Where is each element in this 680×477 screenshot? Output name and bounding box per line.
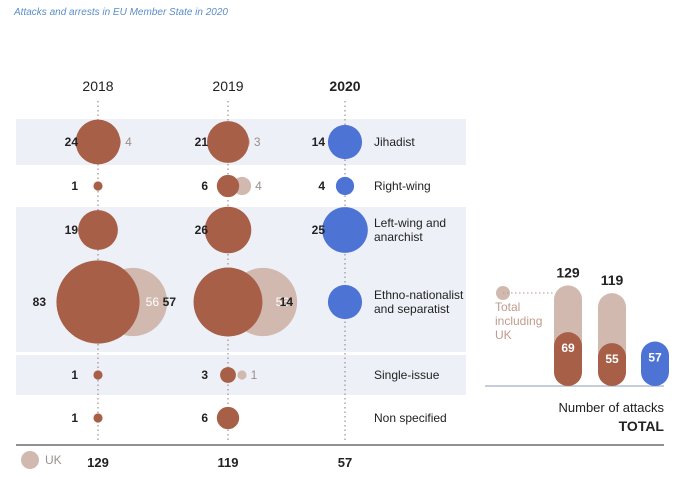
bubble-2019-left-wing-and-anarchist [204,206,252,254]
value-2019-single-issue: 3 [201,368,208,382]
uk-value-2019-right-wing: 4 [255,179,262,193]
value-2018-non-specified: 1 [71,411,78,425]
side-bar-including-uk-value-2018: 129 [556,264,580,280]
bubble-2019-ethno-nationalist-and-separatist [193,267,263,337]
uk-value-2018-ethno-nationalist-and-separatist: 56 [146,295,160,309]
bubble-2019-jihadist [207,121,249,163]
total-2020: 57 [338,455,352,470]
bubble-2020-ethno-nationalist-and-separatist [327,284,363,320]
category-label-left-wing-and-anarchist: Left-wing and anarchist [374,216,446,244]
uk-value-2019-jihadist: 3 [254,135,261,149]
side-bar-total-value-2019: 55 [605,352,619,366]
bubble-2018-jihadist [75,119,121,165]
category-label-ethno-nationalist-and-separatist: Ethno-nationalist and separatist [374,288,464,316]
value-2019-right-wing: 6 [201,179,208,193]
uk-value-2018-jihadist: 4 [125,135,132,149]
chart-subtitle: Attacks and arrests in EU Member State i… [14,7,228,18]
bubble-2019-non-specified [216,406,240,430]
value-2018-left-wing-and-anarchist: 19 [65,223,79,237]
bubble-2019-single-issue [220,367,236,383]
value-2019-left-wing-and-anarchist: 26 [195,223,209,237]
uk-value-2019-single-issue: 1 [251,368,258,382]
year-header-2019: 2019 [212,78,243,94]
value-2018-single-issue: 1 [71,368,78,382]
bubble-2018-single-issue [93,370,103,380]
side-bar-including-uk-value-2019: 119 [601,272,624,288]
value-2020-left-wing-and-anarchist: 25 [312,223,326,237]
side-bar-total-2019 [598,343,626,386]
bubble-2019-right-wing [216,174,240,198]
uk-value-2019-ethno-nationalist-and-separatist: 56 [276,295,290,309]
value-2018-ethno-nationalist-and-separatist: 83 [33,295,47,309]
side-chart-title: Number of attacks [559,400,665,415]
value-2020-ethno-nationalist-and-separatist: 14 [280,295,294,309]
bubble-2018-left-wing-and-anarchist [78,210,118,250]
value-2019-ethno-nationalist-and-separatist: 57 [163,295,177,309]
side-bar-total-value-2018: 69 [561,341,575,355]
category-label-jihadist: Jihadist [374,135,415,149]
side-bar-total-2020 [641,341,669,386]
year-header-2020: 2020 [329,78,360,94]
uk-legend-label: UK [45,453,62,467]
value-2018-right-wing: 1 [71,179,78,193]
value-2020-right-wing: 4 [318,179,325,193]
side-bar-total-value-2020: 57 [648,351,662,365]
side-bar-total-2018 [554,332,582,386]
category-label-right-wing: Right-wing [374,179,431,193]
bubble-2020-jihadist [327,124,363,160]
bubble-2018-non-specified [93,413,103,423]
category-label-non-specified: Non specified [374,411,447,425]
bubble-2020-left-wing-and-anarchist [322,207,368,253]
bubble-2018-ethno-nationalist-and-separatist [56,260,140,344]
bubble-2018-right-wing [93,181,103,191]
uk-legend-swatch [21,451,39,469]
year-header-2018: 2018 [82,78,113,94]
uk-bubble-2019-single-issue [237,370,247,380]
value-2019-jihadist: 21 [195,135,209,149]
value-2018-jihadist: 24 [65,135,79,149]
value-2019-non-specified: 6 [201,411,208,425]
side-chart-title-bold: TOTAL [619,418,665,434]
total-2018: 129 [87,455,109,470]
category-label-single-issue: Single-issue [374,368,440,382]
total-2019: 119 [218,455,239,470]
bubble-2020-right-wing [335,176,355,196]
side-chart-note: Total including UK [495,300,542,342]
value-2020-jihadist: 14 [312,135,326,149]
